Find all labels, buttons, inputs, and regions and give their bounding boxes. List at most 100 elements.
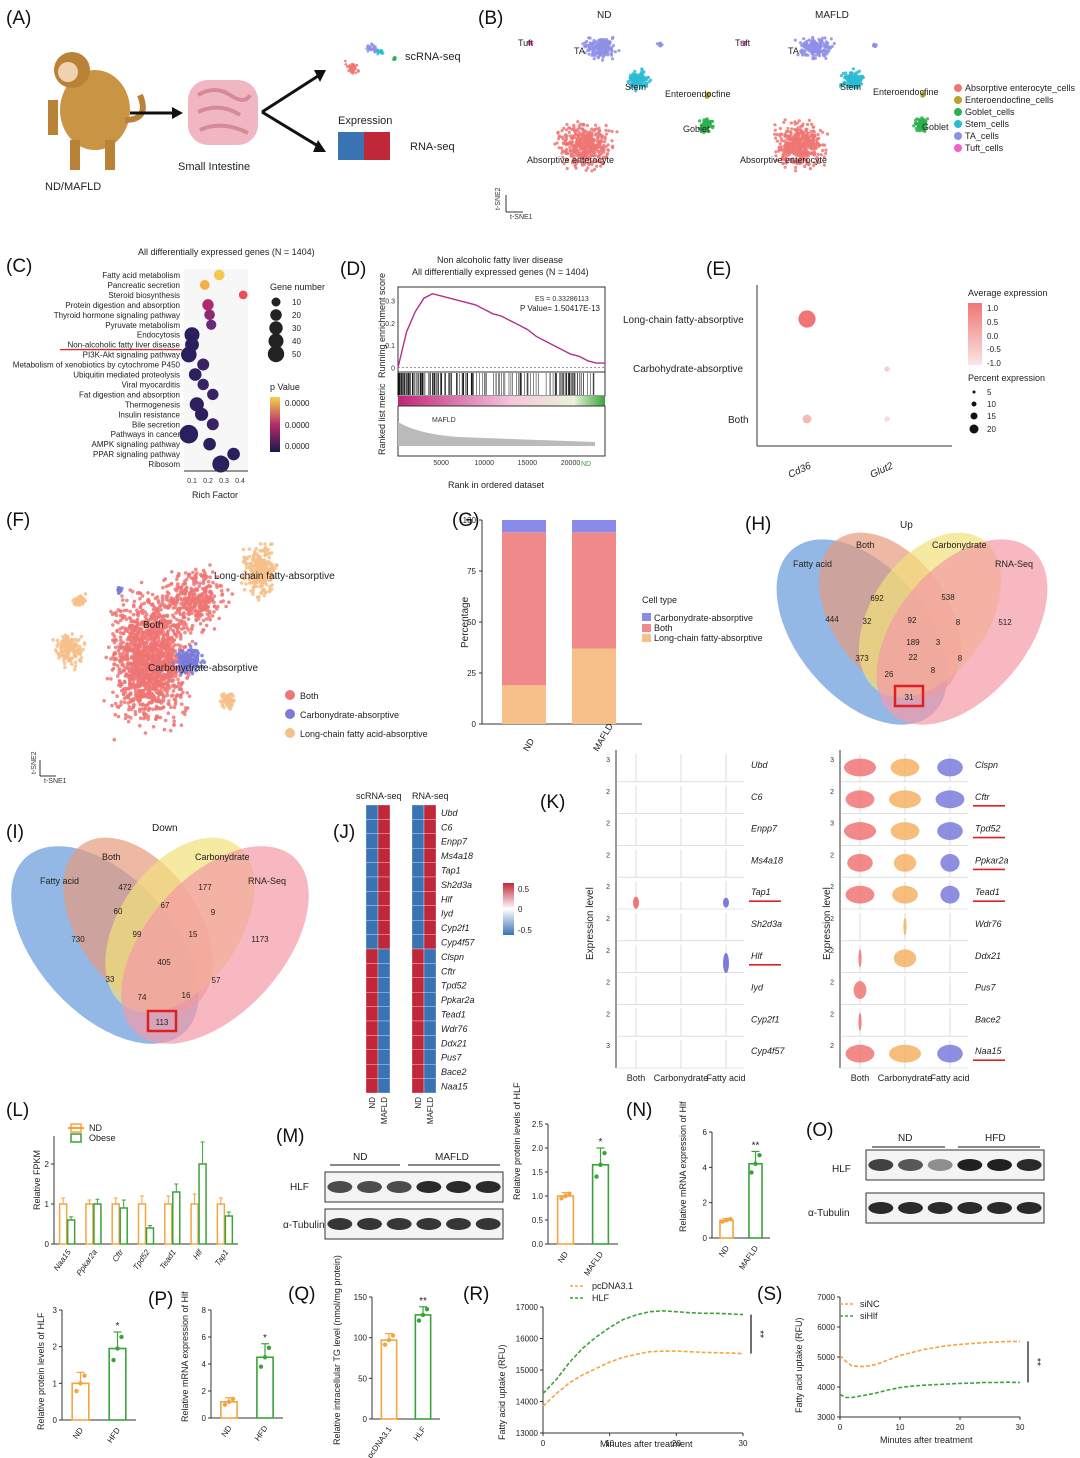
j-heat-cell (411, 1078, 425, 1094)
j-heat-cell (377, 1035, 391, 1050)
tsne-point-absorptive (595, 127, 599, 131)
tsne-point-ta (832, 41, 836, 46)
tsne-point-ta (596, 56, 600, 60)
tsne-f-point-both (121, 692, 126, 697)
tsne-f-point-both (118, 609, 123, 613)
j-row-label: Ubd (441, 808, 459, 818)
j-row-label: C6 (441, 822, 453, 832)
e-pct-4: 20 (987, 425, 996, 434)
j-heat-cell (377, 1006, 391, 1022)
tsne-point-absorptive (590, 161, 594, 165)
tsne-f-point-both (115, 694, 119, 698)
tsne-f-point-long (68, 646, 72, 651)
tsne-f-point-long (261, 587, 266, 592)
cluster-label-goblet-mafld: Goblet (922, 122, 949, 132)
tsne-f-point-long (253, 551, 257, 555)
tsne-point-ta (828, 46, 833, 50)
tsne-point-absorptive (562, 161, 566, 165)
j-row-label: Sh2d3a (441, 880, 472, 890)
j-heat-cell (365, 1078, 379, 1094)
g-ytick: 75 (467, 567, 476, 576)
tsne-point-absorptive (593, 167, 597, 171)
tsne-f-point-both (168, 643, 172, 648)
tsne-point-ta (827, 49, 831, 53)
tsne-point-absorptive (579, 160, 583, 164)
tsne-f-point-both (156, 656, 160, 661)
j-heat-cell (423, 934, 437, 950)
tsne-point-absorptive (590, 127, 594, 131)
k-right-ytick: 2 (830, 1011, 834, 1018)
tsne-point-ta (592, 57, 596, 61)
tsne-f-point-both (127, 705, 132, 709)
tsne-f-point-both (204, 623, 209, 628)
k-left-ytick: 2 (606, 1011, 610, 1018)
tsne-f-point-both (208, 611, 212, 615)
h-venn-number: 512 (998, 618, 1012, 627)
k-left-ytick: 3 (606, 757, 610, 764)
k-right-violin (937, 822, 963, 840)
j-heat-cell (423, 891, 437, 906)
tsne-f-point-long (254, 562, 259, 566)
tsne-point-stem (633, 77, 637, 81)
tsne-point-absorptive (797, 119, 801, 123)
tsne-f-point-long (60, 644, 65, 648)
tsne-f-point-both (161, 585, 165, 590)
tsne-f-point-long (64, 637, 68, 641)
h-set-both: Both (856, 540, 875, 550)
tsne-f-point-long (270, 542, 274, 546)
tsne-f-point-both (121, 603, 126, 607)
tsne-f-point-both (111, 655, 115, 659)
k-right-gene-label: Ppkar2a (975, 855, 1009, 865)
tsne-f-point-both (207, 615, 211, 619)
mini-tsne-point-abs (351, 68, 355, 72)
tsne-point-stem (857, 76, 861, 80)
legend-tuft: Tuft_cells (965, 143, 1004, 153)
tsne-point-stem (843, 74, 848, 78)
tsne-point-absorptive (775, 139, 780, 143)
tsne-point-absorptive (811, 143, 815, 148)
tsne-point-absorptive (561, 137, 565, 141)
tsne-f-point-long (248, 566, 252, 571)
e-pct-3: 15 (987, 412, 996, 421)
tsne-point-absorptive (806, 137, 810, 141)
tsne-f-point-both (132, 656, 136, 661)
k-right-violin (893, 949, 917, 968)
tsne-point-absorptive (806, 122, 810, 127)
tsne-point-absorptive (579, 151, 583, 155)
cluster-label-goblet-nd: Goblet (683, 124, 710, 134)
tsne-point-absorptive (599, 164, 603, 168)
j-group-rna: RNA-seq (412, 791, 449, 801)
tsne-f-point-both (138, 702, 142, 707)
gsea-pvalue: P Value= 1.50417E-13 (520, 304, 601, 313)
tsne-f-point-both (142, 693, 147, 697)
k-right-violin (940, 885, 960, 904)
k-left-violin (633, 896, 639, 909)
tsne-point-ta (583, 45, 588, 49)
f-legend-dot-both (285, 690, 295, 700)
gsea-metric-area (398, 422, 595, 446)
tsne-point-ta (609, 48, 614, 52)
mini-tsne-point-stem (376, 52, 380, 56)
tsne-f-point-long (263, 542, 267, 546)
tsne-point-absorptive (559, 146, 564, 150)
tsne-point-absorptive (791, 140, 795, 144)
tsne-point-stem (642, 83, 647, 87)
tsne-f-point-both (125, 608, 129, 613)
k-right-violin (890, 822, 920, 840)
f-legend-carb: Carbonydrate-absorptive (300, 710, 399, 720)
tsne-f-point-both (137, 679, 141, 683)
tsne-f-point-both (218, 583, 222, 588)
tsne-point-ta (596, 41, 600, 45)
j-heat-cell (377, 934, 391, 950)
tsne-point-stem (634, 86, 638, 90)
group-label: ND/MAFLD (45, 181, 101, 193)
j-heat-cell (377, 1020, 391, 1036)
tsne-f-point-long (251, 557, 255, 562)
tsne-f-point-both (226, 588, 230, 592)
tsne-f-point-both (206, 579, 211, 584)
i-venn-number: 1173 (251, 935, 269, 944)
j-heat-cell (423, 819, 437, 834)
tsne-point-ta (803, 43, 808, 47)
tsne-f-point-both (118, 651, 122, 656)
